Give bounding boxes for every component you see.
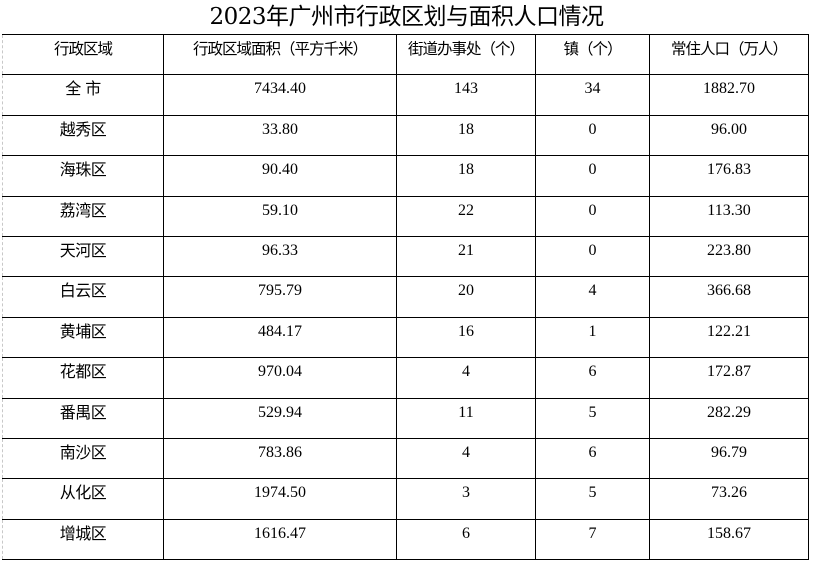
data-cell: 7 bbox=[535, 519, 650, 561]
data-cell: 0 bbox=[535, 236, 650, 278]
district-name-cell: 白云区 bbox=[2, 276, 164, 318]
table-row: 白云区 795.79 20 4 366.68 bbox=[2, 276, 809, 318]
data-cell: 282.29 bbox=[649, 398, 809, 439]
data-cell: 113.30 bbox=[649, 196, 809, 237]
data-cell: 0 bbox=[535, 155, 650, 197]
data-cell: 11 bbox=[396, 398, 536, 439]
table-row: 荔湾区 59.10 22 0 113.30 bbox=[2, 196, 809, 237]
district-name-cell: 全 市 bbox=[2, 74, 164, 116]
district-table: 行政区域 行政区域面积（平方千米） 街道办事处（个） 镇（个） 常住人口（万人）… bbox=[2, 33, 809, 561]
data-cell: 484.17 bbox=[163, 317, 397, 359]
data-cell: 16 bbox=[396, 317, 536, 359]
data-cell: 0 bbox=[535, 196, 650, 237]
table-row: 黄埔区 484.17 16 1 122.21 bbox=[2, 317, 809, 359]
table-row: 全 市 7434.40 143 34 1882.70 bbox=[2, 74, 809, 116]
data-cell: 529.94 bbox=[163, 398, 397, 439]
table-row: 天河区 96.33 21 0 223.80 bbox=[2, 236, 809, 278]
data-cell: 6 bbox=[535, 357, 650, 399]
header-cell: 常住人口（万人） bbox=[649, 33, 809, 76]
data-cell: 172.87 bbox=[649, 357, 809, 399]
header-cell: 镇（个） bbox=[535, 33, 650, 76]
data-cell: 0 bbox=[535, 115, 650, 157]
data-cell: 18 bbox=[396, 155, 536, 197]
data-cell: 5 bbox=[535, 478, 650, 520]
data-cell: 5 bbox=[535, 398, 650, 439]
table-row: 海珠区 90.40 18 0 176.83 bbox=[2, 155, 809, 197]
data-cell: 18 bbox=[396, 115, 536, 157]
data-cell: 6 bbox=[396, 519, 536, 561]
data-cell: 4 bbox=[535, 276, 650, 318]
data-cell: 73.26 bbox=[649, 478, 809, 520]
data-cell: 783.86 bbox=[163, 438, 397, 480]
district-name-cell: 花都区 bbox=[2, 357, 164, 399]
data-cell: 3 bbox=[396, 478, 536, 520]
data-cell: 96.00 bbox=[649, 115, 809, 157]
data-cell: 366.68 bbox=[649, 276, 809, 318]
data-cell: 4 bbox=[396, 357, 536, 399]
data-cell: 20 bbox=[396, 276, 536, 318]
district-name-cell: 天河区 bbox=[2, 236, 164, 278]
page-title: 2023年广州市行政区划与面积人口情况 bbox=[209, 4, 604, 30]
data-cell: 7434.40 bbox=[163, 74, 397, 116]
header-cell: 行政区域 bbox=[2, 33, 164, 76]
data-cell: 970.04 bbox=[163, 357, 397, 399]
data-cell: 33.80 bbox=[163, 115, 397, 157]
data-cell: 96.33 bbox=[163, 236, 397, 278]
data-cell: 6 bbox=[535, 438, 650, 480]
data-cell: 795.79 bbox=[163, 276, 397, 318]
header-row: 行政区域 行政区域面积（平方千米） 街道办事处（个） 镇（个） 常住人口（万人） bbox=[2, 33, 809, 76]
table-row: 番禺区 529.94 11 5 282.29 bbox=[2, 398, 809, 439]
data-cell: 143 bbox=[396, 74, 536, 116]
data-cell: 4 bbox=[396, 438, 536, 480]
district-name-cell: 从化区 bbox=[2, 478, 164, 520]
table-row: 越秀区 33.80 18 0 96.00 bbox=[2, 115, 809, 157]
data-cell: 96.79 bbox=[649, 438, 809, 480]
district-name-cell: 南沙区 bbox=[2, 438, 164, 480]
data-cell: 1616.47 bbox=[163, 519, 397, 561]
data-cell: 90.40 bbox=[163, 155, 397, 197]
data-cell: 1974.50 bbox=[163, 478, 397, 520]
district-name-cell: 越秀区 bbox=[2, 115, 164, 157]
data-cell: 1 bbox=[535, 317, 650, 359]
data-cell: 158.67 bbox=[649, 519, 809, 561]
data-cell: 59.10 bbox=[163, 196, 397, 237]
header-cell: 街道办事处（个） bbox=[396, 33, 536, 76]
table-row: 花都区 970.04 4 6 172.87 bbox=[2, 357, 809, 399]
data-cell: 22 bbox=[396, 196, 536, 237]
district-name-cell: 增城区 bbox=[2, 519, 164, 561]
table-row: 南沙区 783.86 4 6 96.79 bbox=[2, 438, 809, 480]
district-name-cell: 海珠区 bbox=[2, 155, 164, 197]
data-cell: 21 bbox=[396, 236, 536, 278]
data-cell: 223.80 bbox=[649, 236, 809, 278]
table-row: 增城区 1616.47 6 7 158.67 bbox=[2, 519, 809, 561]
district-name-cell: 荔湾区 bbox=[2, 196, 164, 237]
data-cell: 1882.70 bbox=[649, 74, 809, 116]
header-cell: 行政区域面积（平方千米） bbox=[163, 33, 397, 76]
data-cell: 176.83 bbox=[649, 155, 809, 197]
district-name-cell: 黄埔区 bbox=[2, 317, 164, 359]
data-cell: 122.21 bbox=[649, 317, 809, 359]
data-cell: 34 bbox=[535, 74, 650, 116]
table-row: 从化区 1974.50 3 5 73.26 bbox=[2, 478, 809, 520]
district-name-cell: 番禺区 bbox=[2, 398, 164, 439]
